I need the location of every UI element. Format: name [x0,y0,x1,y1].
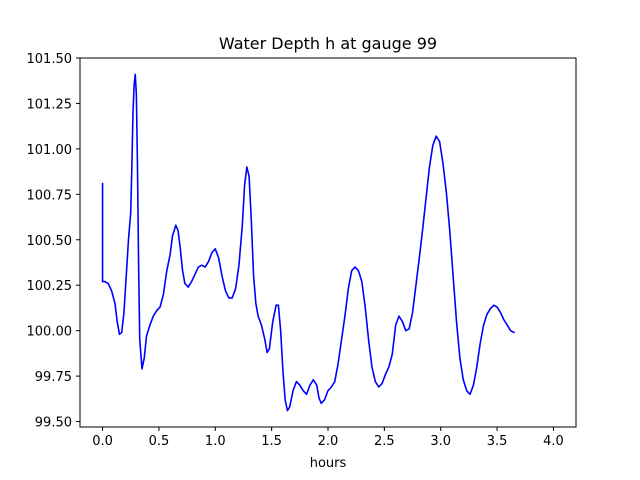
y-tick-label: 101.50 [27,52,73,67]
x-tick-label: 3.0 [430,434,451,449]
series-line-0 [101,73,515,412]
x-tick-label: 2.5 [374,434,395,449]
x-tick-label: 0.5 [149,434,170,449]
x-tick-label: 1.5 [261,434,282,449]
y-tick-label: 99.75 [35,370,72,385]
y-tick-label: 100.25 [27,279,73,294]
series-layer [101,73,515,412]
y-axis-ticks: 99.50 99.75 100.00 100.25 100.50 100.75 101.00… [27,52,80,431]
y-tick-label: 100.50 [27,234,73,249]
x-axis-label: hours [310,456,347,471]
x-tick-label: 0.0 [92,434,113,449]
y-tick-label: 100.00 [27,325,73,340]
plot-area-frame [79,57,577,428]
x-tick-label: 4.0 [543,434,564,449]
y-tick-label: 101.00 [27,143,73,158]
y-tick-label: 100.75 [27,188,73,203]
x-tick-label: 2.0 [318,434,339,449]
y-tick-label: 101.25 [27,97,73,112]
x-tick-label: 3.5 [487,434,508,449]
chart-title: Water Depth h at gauge 99 [219,34,437,53]
y-tick-label: 99.50 [35,416,72,431]
x-tick-label: 1.0 [205,434,226,449]
x-axis-ticks: 0.0 0.5 1.0 1.5 2.0 2.5 3.0 3.5 4.0 [92,427,564,449]
